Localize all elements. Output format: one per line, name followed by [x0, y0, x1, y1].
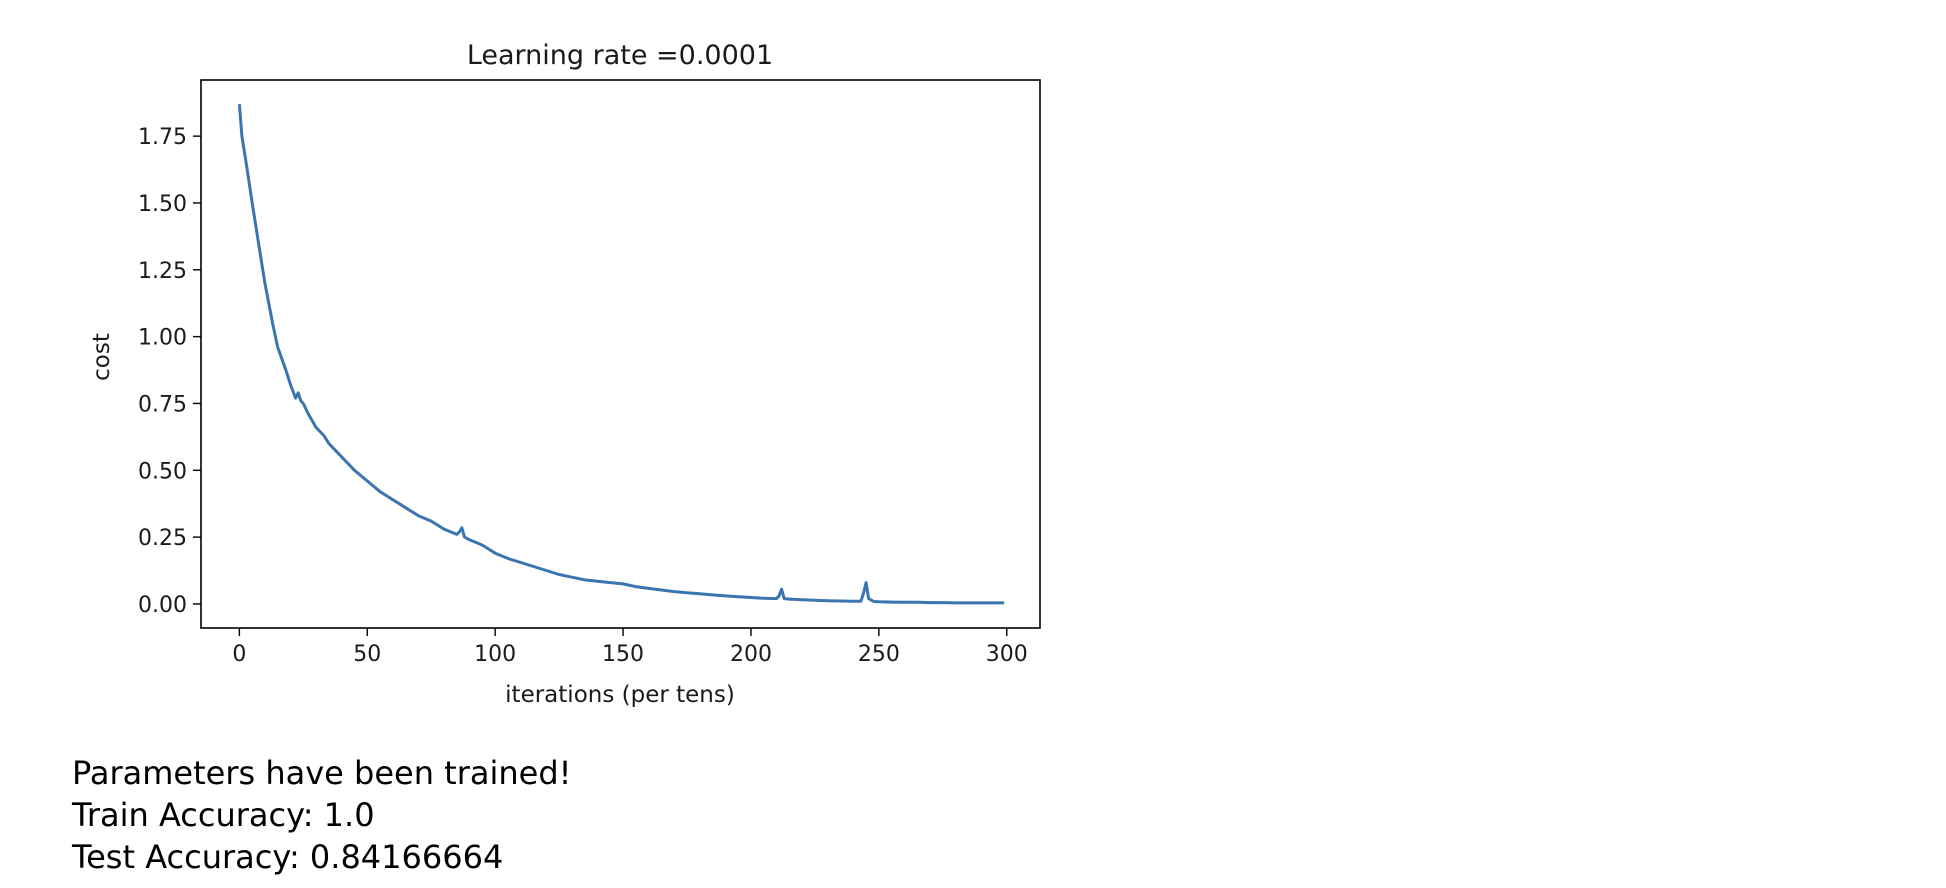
- output-line-train-accuracy: Train Accuracy: 1.0: [72, 796, 375, 834]
- y-tick-label: 1.25: [138, 259, 187, 284]
- y-axis-label: cost: [89, 333, 115, 381]
- cost-series-line: [237, 103, 1005, 605]
- y-tick-label: 1.50: [138, 192, 187, 217]
- chart-title: Learning rate =0.0001: [467, 40, 773, 71]
- output-line-test-accuracy: Test Accuracy: 0.84166664: [72, 838, 504, 876]
- y-tick-label: 0.50: [138, 459, 187, 484]
- training-output: Parameters have been trained! Train Accu…: [72, 752, 571, 878]
- x-tick-label: 0: [232, 642, 246, 667]
- x-tick-label: 250: [858, 642, 900, 667]
- y-tick-label: 0.25: [138, 526, 187, 551]
- x-tick-label: 200: [730, 642, 772, 667]
- plot-frame: [200, 79, 1041, 629]
- ticks-layer: 0 50 100 150 200 250 300 0.00 0.25 0.50 0.75 1.00 1.…: [138, 125, 1028, 667]
- x-tick-label: 100: [474, 642, 516, 667]
- y-tick-label: 0.00: [138, 593, 187, 618]
- line-layer: [237, 103, 1005, 605]
- y-tick-label: 1.00: [138, 326, 187, 351]
- x-axis-label: iterations (per tens): [505, 682, 735, 708]
- x-tick-label: 50: [353, 642, 381, 667]
- x-tick-label: 150: [602, 642, 644, 667]
- x-tick-label: 300: [986, 642, 1028, 667]
- y-tick-label: 1.75: [138, 125, 187, 150]
- y-tick-label: 0.75: [138, 392, 187, 417]
- output-line-trained: Parameters have been trained!: [72, 754, 572, 792]
- cost-chart: Learning rate =0.0001 0 50 100 150 200 250 300…: [89, 40, 1041, 708]
